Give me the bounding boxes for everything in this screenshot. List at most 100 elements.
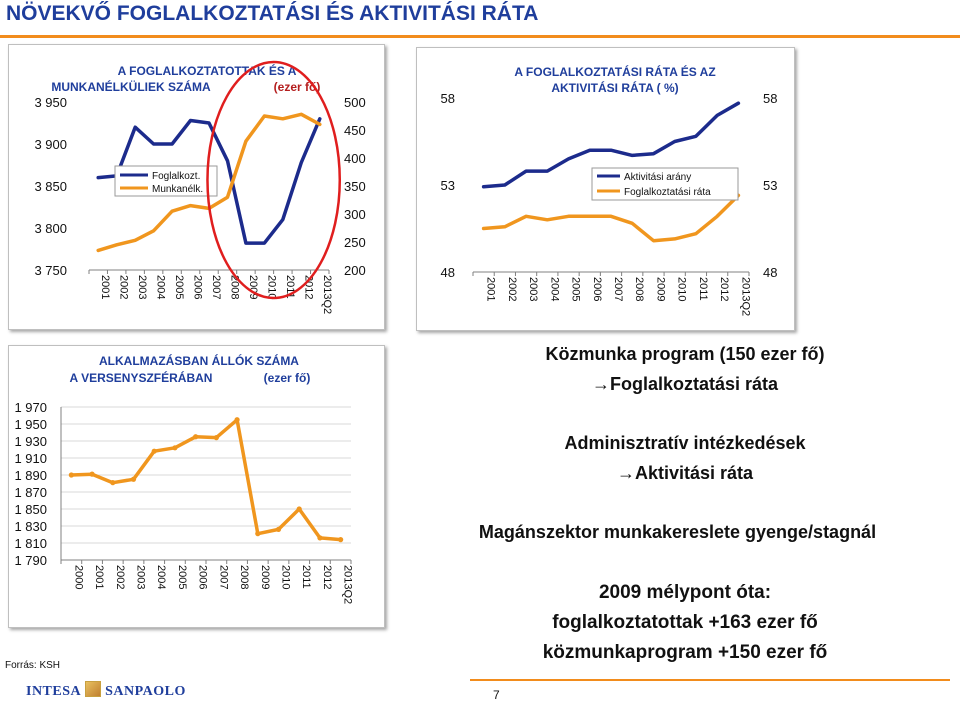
chart-3-x-label: 2013Q2	[342, 565, 354, 604]
chart-1-x-label: 2007	[210, 275, 222, 299]
chart-3-x-label: 2012	[321, 565, 333, 589]
chart-1-x-label: 2003	[136, 275, 148, 299]
chart-3-x-label: 2003	[135, 565, 147, 589]
chart-1-ytick-right: 250	[344, 235, 366, 250]
chart-1-ytick-left: 3 750	[34, 263, 67, 278]
chart-1-title-line1: A FOGLALKOZTATOTTAK ÉS A	[118, 63, 297, 78]
chart-2-x-label: 2013Q2	[739, 277, 751, 316]
chart-2-ytick-right: 58	[763, 91, 777, 106]
chart-1-x-label: 2009	[247, 275, 259, 299]
chart-1-x-label: 2006	[192, 275, 204, 299]
chart-3-x-label: 2001	[93, 565, 105, 589]
chart-3-x-label: 2004	[155, 565, 167, 589]
logo-right-text: SANPAOLO	[105, 684, 186, 699]
chart-3-point	[275, 526, 282, 532]
bullet-public-works-growth: közmunkaprogram +150 ezer fő	[542, 642, 828, 663]
chart-2-series-1-line	[481, 101, 741, 189]
bullet-public-works: Közmunka program (150 ezer fő)	[545, 344, 825, 364]
bullet-employed-growth: foglalkoztatottak +163 ezer fő	[552, 612, 818, 633]
chart-1-x-label: 2012	[302, 275, 314, 299]
chart-3-ytick-left: 1 970	[14, 400, 47, 415]
chart-2-x-label: 2007	[612, 277, 624, 301]
chart-2-ytick-left: 58	[441, 91, 455, 106]
chart-employment-unemployment: A FOGLALKOZTATOTTAK ÉS A MUNKANÉLKÜLIEK …	[8, 44, 385, 330]
chart-1-legend-label: Foglalkozt.	[152, 171, 200, 182]
chart-3-ytick-left: 1 950	[14, 417, 47, 432]
chart-1-series-1-line	[96, 117, 322, 245]
chart-3-point	[255, 531, 261, 537]
chart-1-x-label: 2001	[99, 275, 111, 299]
chart-3-ytick-left: 1 870	[14, 485, 47, 500]
chart-3-svg: ALKALMAZÁSBAN ÁLLÓK SZÁMA A VERSENYSZFÉR…	[14, 353, 354, 604]
chart-1-svg: A FOGLALKOZTATOTTAK ÉS A MUNKANÉLKÜLIEK …	[34, 60, 366, 314]
chart-1-x-label: 2004	[155, 275, 167, 299]
chart-3-title-line1: ALKALMAZÁSBAN ÁLLÓK SZÁMA	[99, 353, 299, 368]
chart-3-ytick-left: 1 790	[14, 553, 47, 568]
chart-1-title-line2: MUNKANÉLKÜLIEK SZÁMA	[51, 79, 211, 94]
chart-3-x-label: 2007	[217, 565, 229, 589]
chart-2-x-label: 2006	[591, 277, 603, 301]
chart-3-x-label: 2000	[72, 565, 84, 589]
chart-3-point	[193, 434, 199, 440]
chart-1-ytick-left: 3 950	[34, 95, 67, 110]
chart-2-x-label: 2011	[697, 277, 709, 301]
chart-2-title-line1: A FOGLALKOZTATÁSI RÁTA ÉS AZ	[514, 64, 715, 79]
bullet-employment-rate: →Foglalkoztatási ráta	[591, 374, 779, 394]
chart-1-legend-box	[114, 165, 218, 197]
chart-1-ytick-right: 500	[344, 95, 366, 110]
chart-3-ytick-left: 1 810	[14, 536, 47, 551]
chart-2-x-label: 2003	[527, 277, 539, 301]
chart-3-point	[296, 506, 302, 512]
chart-3-x-label: 2006	[197, 565, 209, 589]
chart-1-ytick-left: 3 850	[34, 179, 67, 194]
chart-employment-activity-rate: A FOGLALKOZTATÁSI RÁTA ÉS AZ AKTIVITÁSI …	[416, 47, 795, 331]
logo-emblem-icon	[85, 681, 102, 697]
title-underline	[0, 35, 960, 38]
chart-3-x-label: 2010	[280, 565, 292, 589]
chart-2-legend-label: Aktivitási arány	[624, 172, 691, 183]
chart-2-x-label: 2008	[633, 277, 645, 301]
chart-2-title-line2: AKTIVITÁSI RÁTA ( %)	[551, 80, 678, 95]
chart-3-ytick-left: 1 890	[14, 468, 47, 483]
chart-2-x-label: 2005	[570, 277, 582, 301]
logo-left-text: INTESA	[26, 684, 82, 699]
chart-3-x-label: 2005	[176, 565, 188, 589]
chart-1-ytick-right: 450	[344, 123, 366, 138]
slide-title: NÖVEKVŐ FOGLALKOZTATÁSI ÉS AKTIVITÁSI RÁ…	[6, 2, 539, 25]
chart-3-point	[338, 537, 344, 543]
chart-3-ytick-left: 1 930	[14, 434, 47, 449]
chart-3-point	[213, 435, 219, 441]
chart-2-x-label: 2001	[485, 277, 497, 301]
chart-3-point	[89, 471, 95, 477]
chart-1-ytick-right: 200	[344, 263, 366, 278]
chart-3-x-label: 2011	[300, 565, 312, 589]
chart-3-point	[234, 417, 240, 423]
chart-3-ytick-left: 1 830	[14, 519, 47, 534]
chart-2-legend-box	[591, 167, 739, 201]
chart-1-x-label: 2010	[265, 275, 277, 299]
bullet-admin-measures: Adminisztratív intézkedések	[564, 433, 806, 453]
chart-1-x-label: 2005	[173, 275, 185, 299]
chart-3-point	[151, 448, 157, 454]
chart-2-x-label: 2012	[718, 277, 730, 301]
chart-1-x-label: 2002	[118, 275, 130, 299]
bullet-activity-rate: →Aktivitási ráta	[616, 463, 754, 483]
chart-1-ytick-right: 350	[344, 179, 366, 194]
chart-3-ytick-left: 1 850	[14, 502, 47, 517]
chart-3-title-line2: A VERSENYSZFÉRÁBAN	[70, 370, 213, 385]
chart-3-point	[130, 476, 137, 482]
chart-2-legend-label: Foglalkoztatási ráta	[624, 187, 711, 198]
bullet-private-sector: Magánszektor munkakereslete gyenge/stagn…	[478, 522, 877, 542]
page-number: 7	[493, 688, 500, 702]
chart-2-x-label: 2010	[676, 277, 688, 301]
chart-2-x-label: 2004	[548, 277, 560, 301]
chart-3-point	[110, 480, 116, 486]
chart-1-highlight-ellipse	[206, 60, 342, 300]
footer-rule	[470, 679, 950, 681]
chart-1-x-label: 2013Q2	[321, 275, 333, 314]
chart-2-ytick-left: 48	[441, 265, 455, 280]
chart-3-point	[68, 472, 74, 478]
chart-3-ytick-left: 1 910	[14, 451, 47, 466]
chart-1-ytick-right: 300	[344, 207, 366, 222]
chart-2-ytick-right: 53	[763, 178, 777, 193]
